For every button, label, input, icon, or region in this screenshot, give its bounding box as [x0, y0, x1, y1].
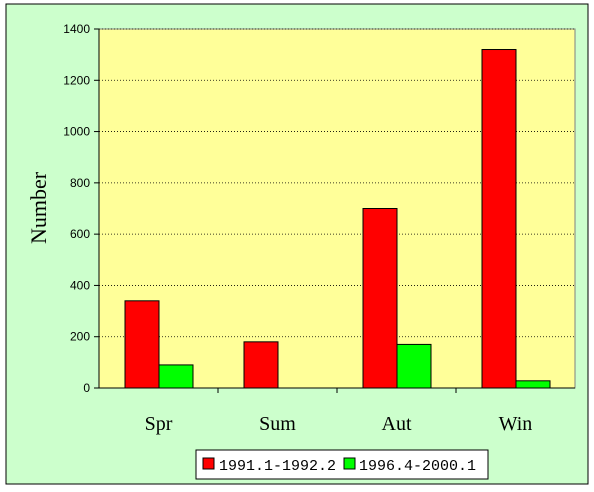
bars — [124, 49, 551, 389]
y-tick-label: 600 — [70, 227, 90, 241]
y-tick-label: 800 — [70, 176, 90, 190]
x-category-label: Aut — [382, 413, 412, 435]
y-tick-label: 200 — [70, 330, 90, 344]
legend: 1991.1-1992.2 1996.4-2000.1 — [195, 449, 489, 480]
y-tick-label: 1200 — [63, 73, 90, 87]
y-axis-label: Number — [26, 171, 51, 244]
y-tick-label: 0 — [83, 381, 90, 395]
bar-series-2-aut — [396, 343, 432, 389]
legend-swatch-series-1 — [202, 457, 215, 470]
bar-series-1-win — [481, 49, 517, 389]
x-category-label: Sum — [259, 413, 296, 435]
y-axis-ticks: 0 200 400 600 800 1000 1200 1400 — [63, 22, 99, 395]
bar-series-1-aut — [362, 208, 398, 389]
y-tick-label: 1400 — [63, 22, 90, 36]
bar-series-1-sum — [243, 341, 279, 389]
bar-series-1-spr — [124, 300, 160, 389]
legend-swatch-series-2 — [343, 457, 356, 470]
x-axis-categories: Spr Sum Aut Win — [145, 388, 533, 435]
bar-series-2-win — [515, 380, 551, 389]
y-tick-label: 400 — [70, 278, 90, 292]
legend-label-series-1: 1991.1-1992.2 — [219, 458, 336, 475]
y-tick-label: 1000 — [63, 125, 90, 139]
legend-label-series-2: 1996.4-2000.1 — [359, 458, 476, 475]
legend-box — [195, 449, 489, 480]
x-category-label: Win — [499, 413, 533, 435]
bar-series-2-spr — [158, 364, 194, 389]
x-category-label: Spr — [145, 413, 173, 435]
